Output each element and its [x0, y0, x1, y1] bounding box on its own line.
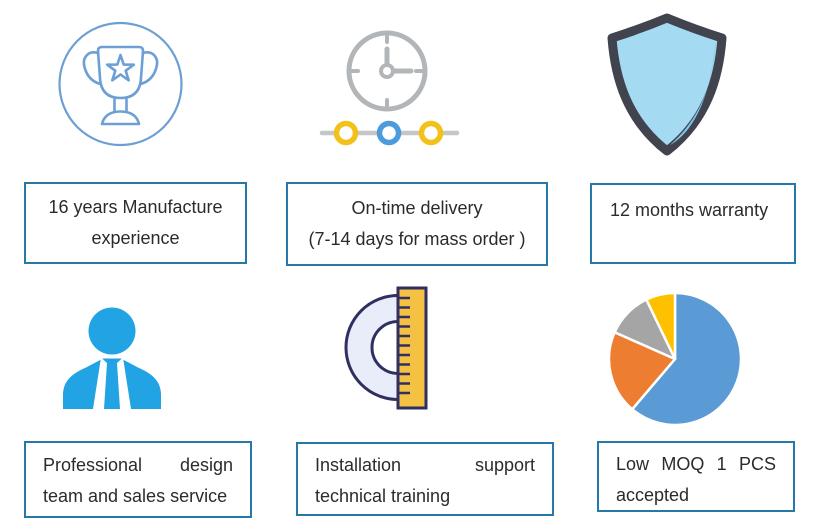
pie-slice: [645, 291, 677, 361]
businessman-icon: [58, 302, 168, 419]
pie-chart-icon: [601, 288, 749, 435]
feature-text: On-time delivery: [351, 198, 483, 218]
feature-text: Installation support: [315, 455, 535, 475]
feature-box-installation: Installation support technical training: [296, 442, 554, 516]
pie-slice: [630, 291, 743, 427]
feature-text: accepted: [616, 485, 690, 505]
feature-text: Professional design: [43, 455, 233, 475]
protractor-ruler-icon: [343, 281, 433, 420]
feature-text: (7-14 days for mass order ): [308, 229, 526, 249]
feature-text: experience: [91, 228, 180, 248]
feature-box-experience: 16 years Manufacture experience: [24, 182, 247, 264]
feature-text: Low MOQ 1 PCS: [616, 454, 776, 474]
pie-slice: [607, 331, 677, 411]
feature-box-delivery: On-time delivery (7-14 days for mass ord…: [286, 182, 548, 266]
feature-text: technical training: [315, 486, 451, 506]
feature-box-design-team: Professional design team and sales servi…: [24, 441, 252, 518]
feature-text: 12 months warranty: [610, 200, 769, 220]
feature-box-warranty: 12 months warranty: [590, 183, 796, 264]
clock-timeline-icon: [318, 22, 460, 153]
shield-icon: [604, 12, 730, 163]
feature-box-moq: Low MOQ 1 PCS accepted: [597, 441, 795, 512]
feature-text: 16 years Manufacture: [48, 197, 223, 217]
feature-text: team and sales service: [43, 486, 228, 506]
trophy-icon: [57, 21, 187, 156]
